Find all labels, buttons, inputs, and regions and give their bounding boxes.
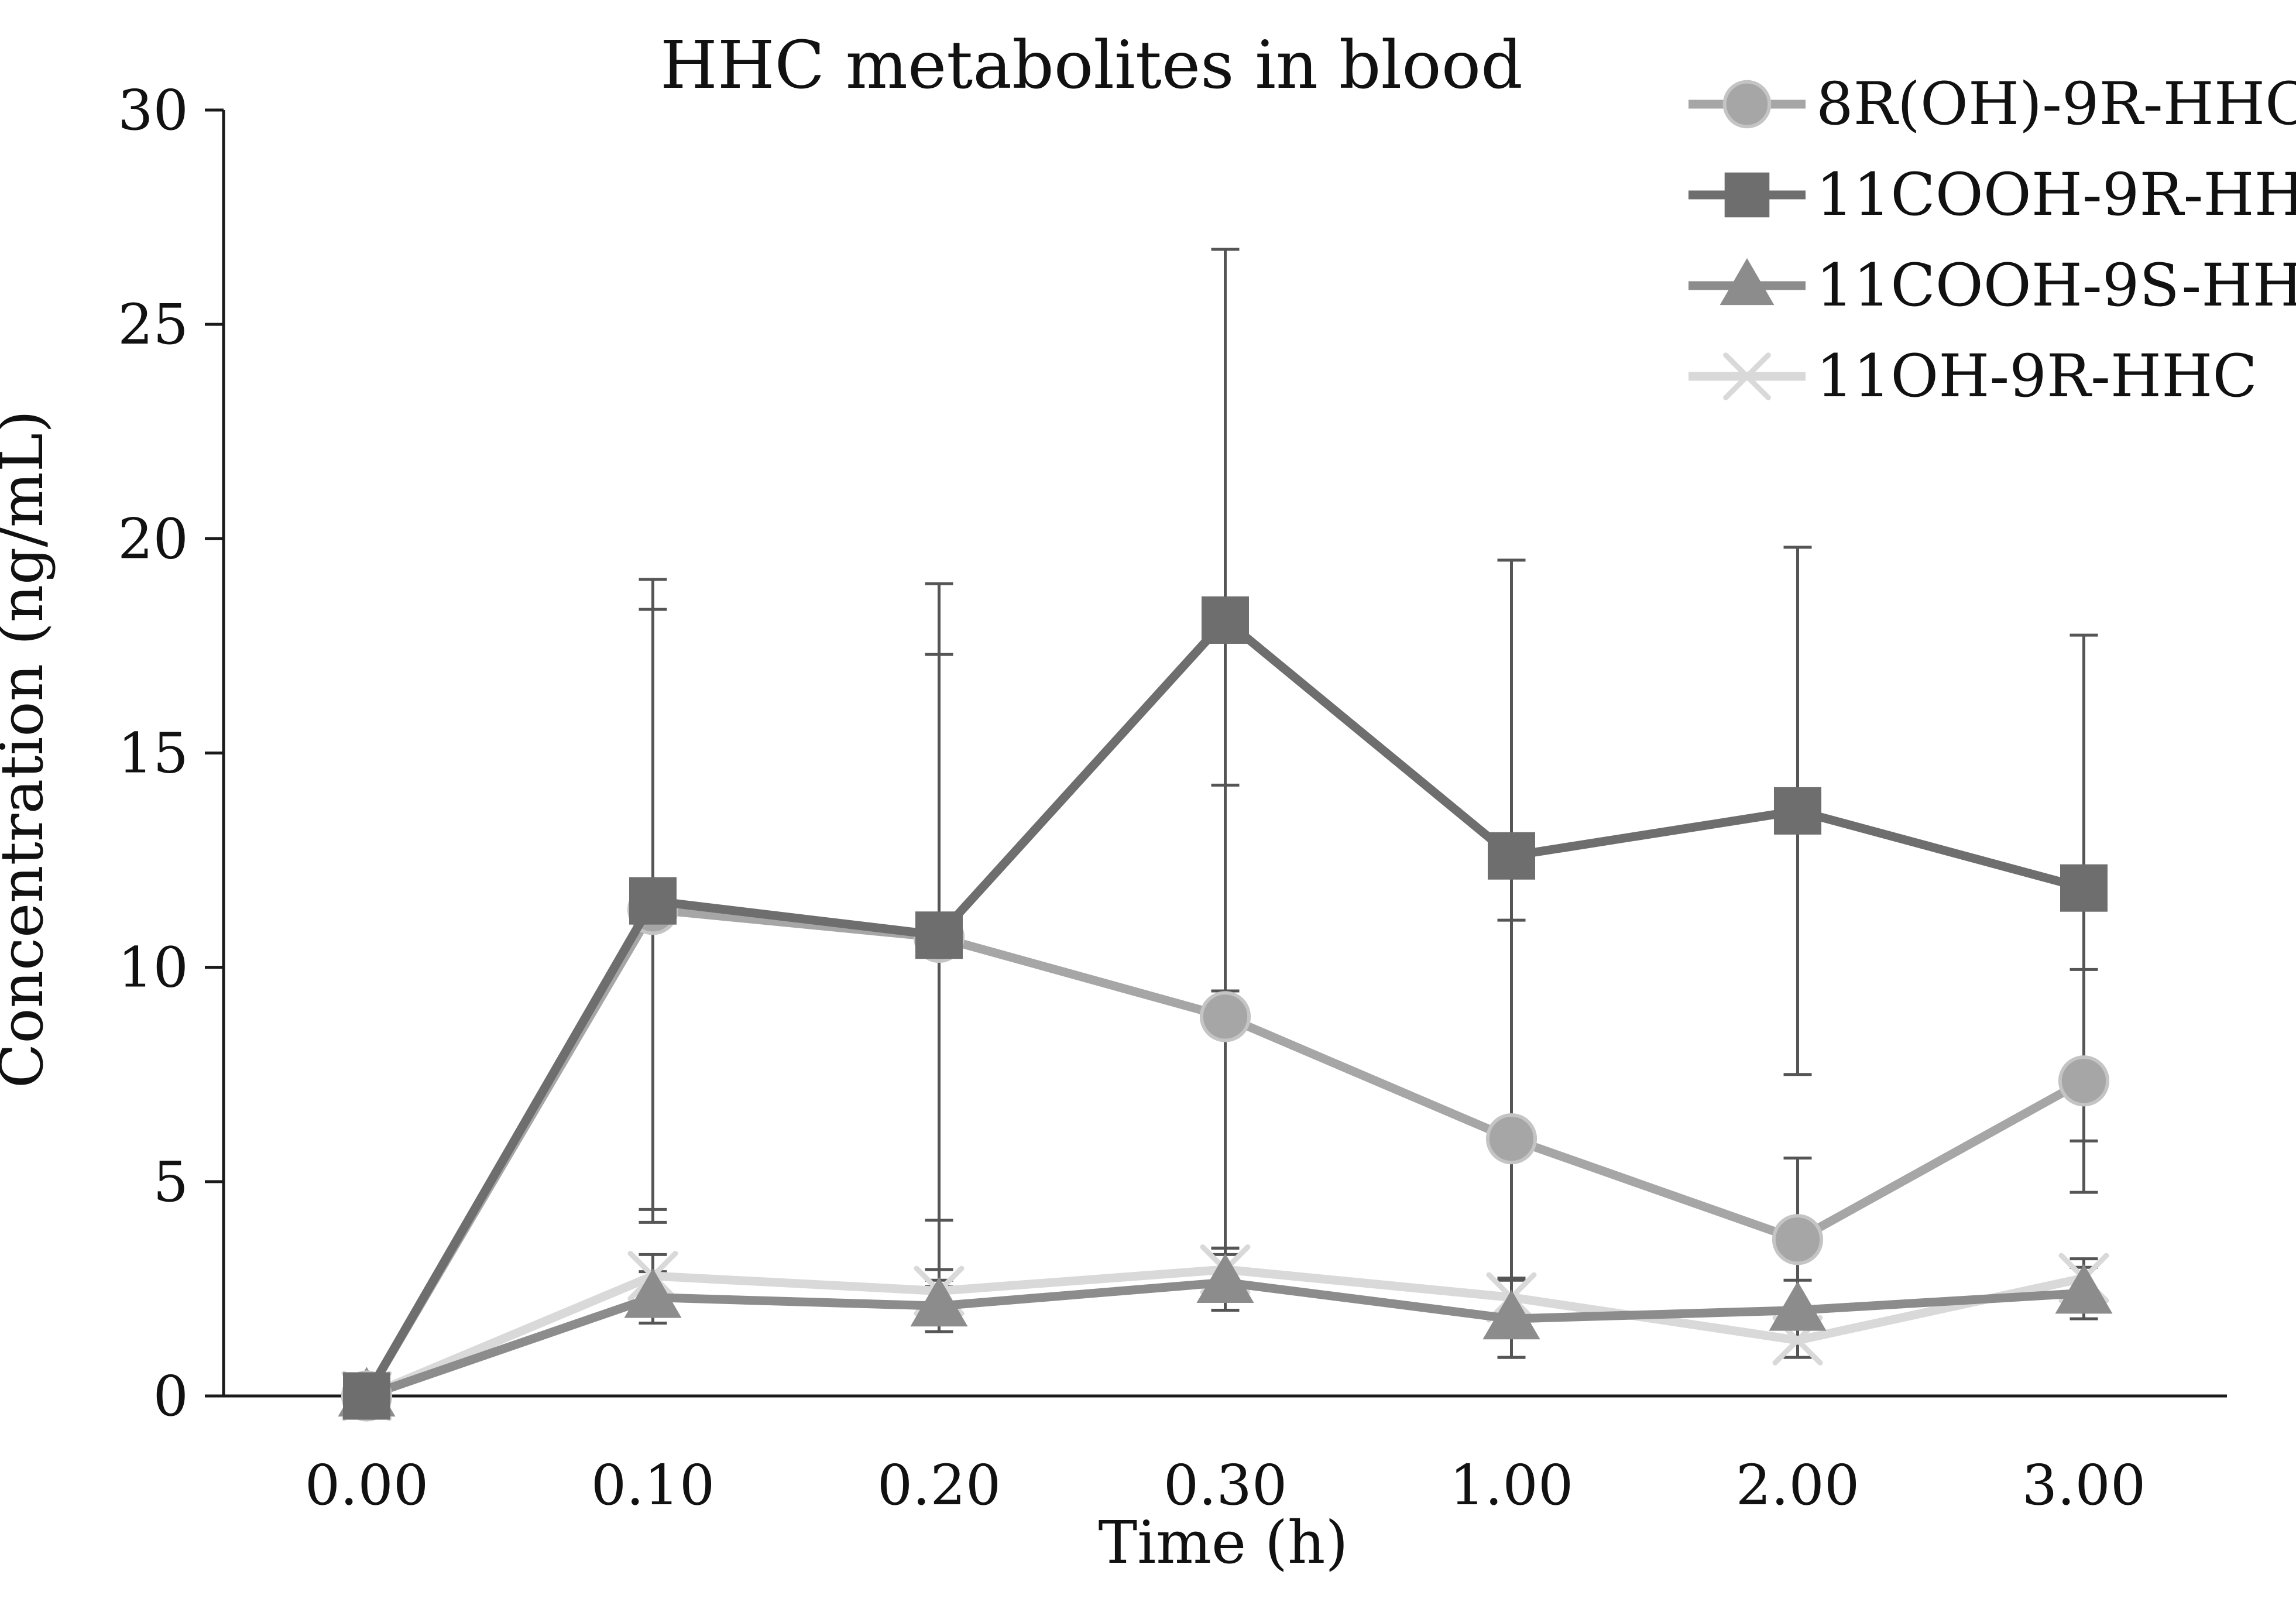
x-tick-label: 0.10 <box>591 1453 715 1518</box>
legend-label: 11COOH-9R-HHC <box>1816 160 2296 229</box>
y-tick-label: 20 <box>118 507 188 571</box>
x-tick-label: 0.00 <box>305 1453 429 1518</box>
legend: 8R(OH)-9R-HHC 11COOH-9R-HHC 11COOH-9S-HHC 1… <box>1688 70 2296 410</box>
x-tick-label: 2.00 <box>1736 1453 1860 1518</box>
data-point <box>1774 787 1821 835</box>
legend-marker <box>1722 80 1772 129</box>
x-tick-label: 3.00 <box>2022 1453 2146 1518</box>
data-point <box>1488 832 1535 880</box>
y-tick-label: 5 <box>153 1150 188 1215</box>
data-point <box>2060 864 2108 912</box>
x-tick-label: 0.30 <box>1164 1453 1288 1518</box>
series-11COOH-9S-HHC <box>338 1253 2113 1417</box>
legend-item: 11OH-9R-HHC <box>1688 342 2257 410</box>
data-point <box>629 877 677 925</box>
legend-marker <box>1723 352 1771 400</box>
legend-label: 11OH-9R-HHC <box>1816 342 2257 410</box>
data-point <box>1202 596 1249 644</box>
x-tick-label: 1.00 <box>1450 1453 1574 1518</box>
legend-marker <box>1724 172 1770 218</box>
legend-item: 8R(OH)-9R-HHC <box>1688 70 2296 138</box>
x-axis-title: Time (h) <box>1099 1508 1348 1577</box>
data-point <box>915 911 963 959</box>
data-point <box>1199 991 1251 1042</box>
data-point <box>624 1268 682 1318</box>
y-tick-label: 10 <box>118 936 188 1000</box>
legend-label: 11COOH-9S-HHC <box>1816 251 2296 320</box>
legend-item: 11COOH-9S-HHC <box>1688 251 2296 320</box>
y-axis-ticks: 0 5 10 15 20 25 30 <box>118 78 224 1429</box>
legend-item: 11COOH-9R-HHC <box>1688 160 2296 229</box>
data-point <box>343 1372 390 1420</box>
legend-marker <box>1720 258 1775 306</box>
chart-title: HHC metabolites in blood <box>660 28 1523 104</box>
y-axis-title: Concentration (ng/mL) <box>0 410 56 1088</box>
x-axis-ticks: 0.00 0.10 0.20 0.30 1.00 2.00 3.00 <box>305 1453 2146 1518</box>
data-point <box>910 1277 968 1327</box>
data-point <box>2058 1055 2110 1107</box>
data-point <box>1196 1253 1254 1303</box>
data-point <box>1772 1214 1824 1265</box>
plot-series <box>338 248 2113 1422</box>
legend-label: 8R(OH)-9R-HHC <box>1816 70 2296 138</box>
series-11COOH-9R-HHC <box>343 596 2108 1420</box>
y-tick-label: 0 <box>153 1364 188 1429</box>
data-point <box>1482 1289 1540 1340</box>
data-point <box>1769 1281 1827 1331</box>
y-tick-label: 30 <box>118 78 188 143</box>
x-tick-label: 0.20 <box>877 1453 1001 1518</box>
data-point <box>2055 1264 2113 1314</box>
data-point <box>1485 1113 1537 1165</box>
y-tick-label: 25 <box>118 293 188 357</box>
y-tick-label: 15 <box>118 722 188 786</box>
